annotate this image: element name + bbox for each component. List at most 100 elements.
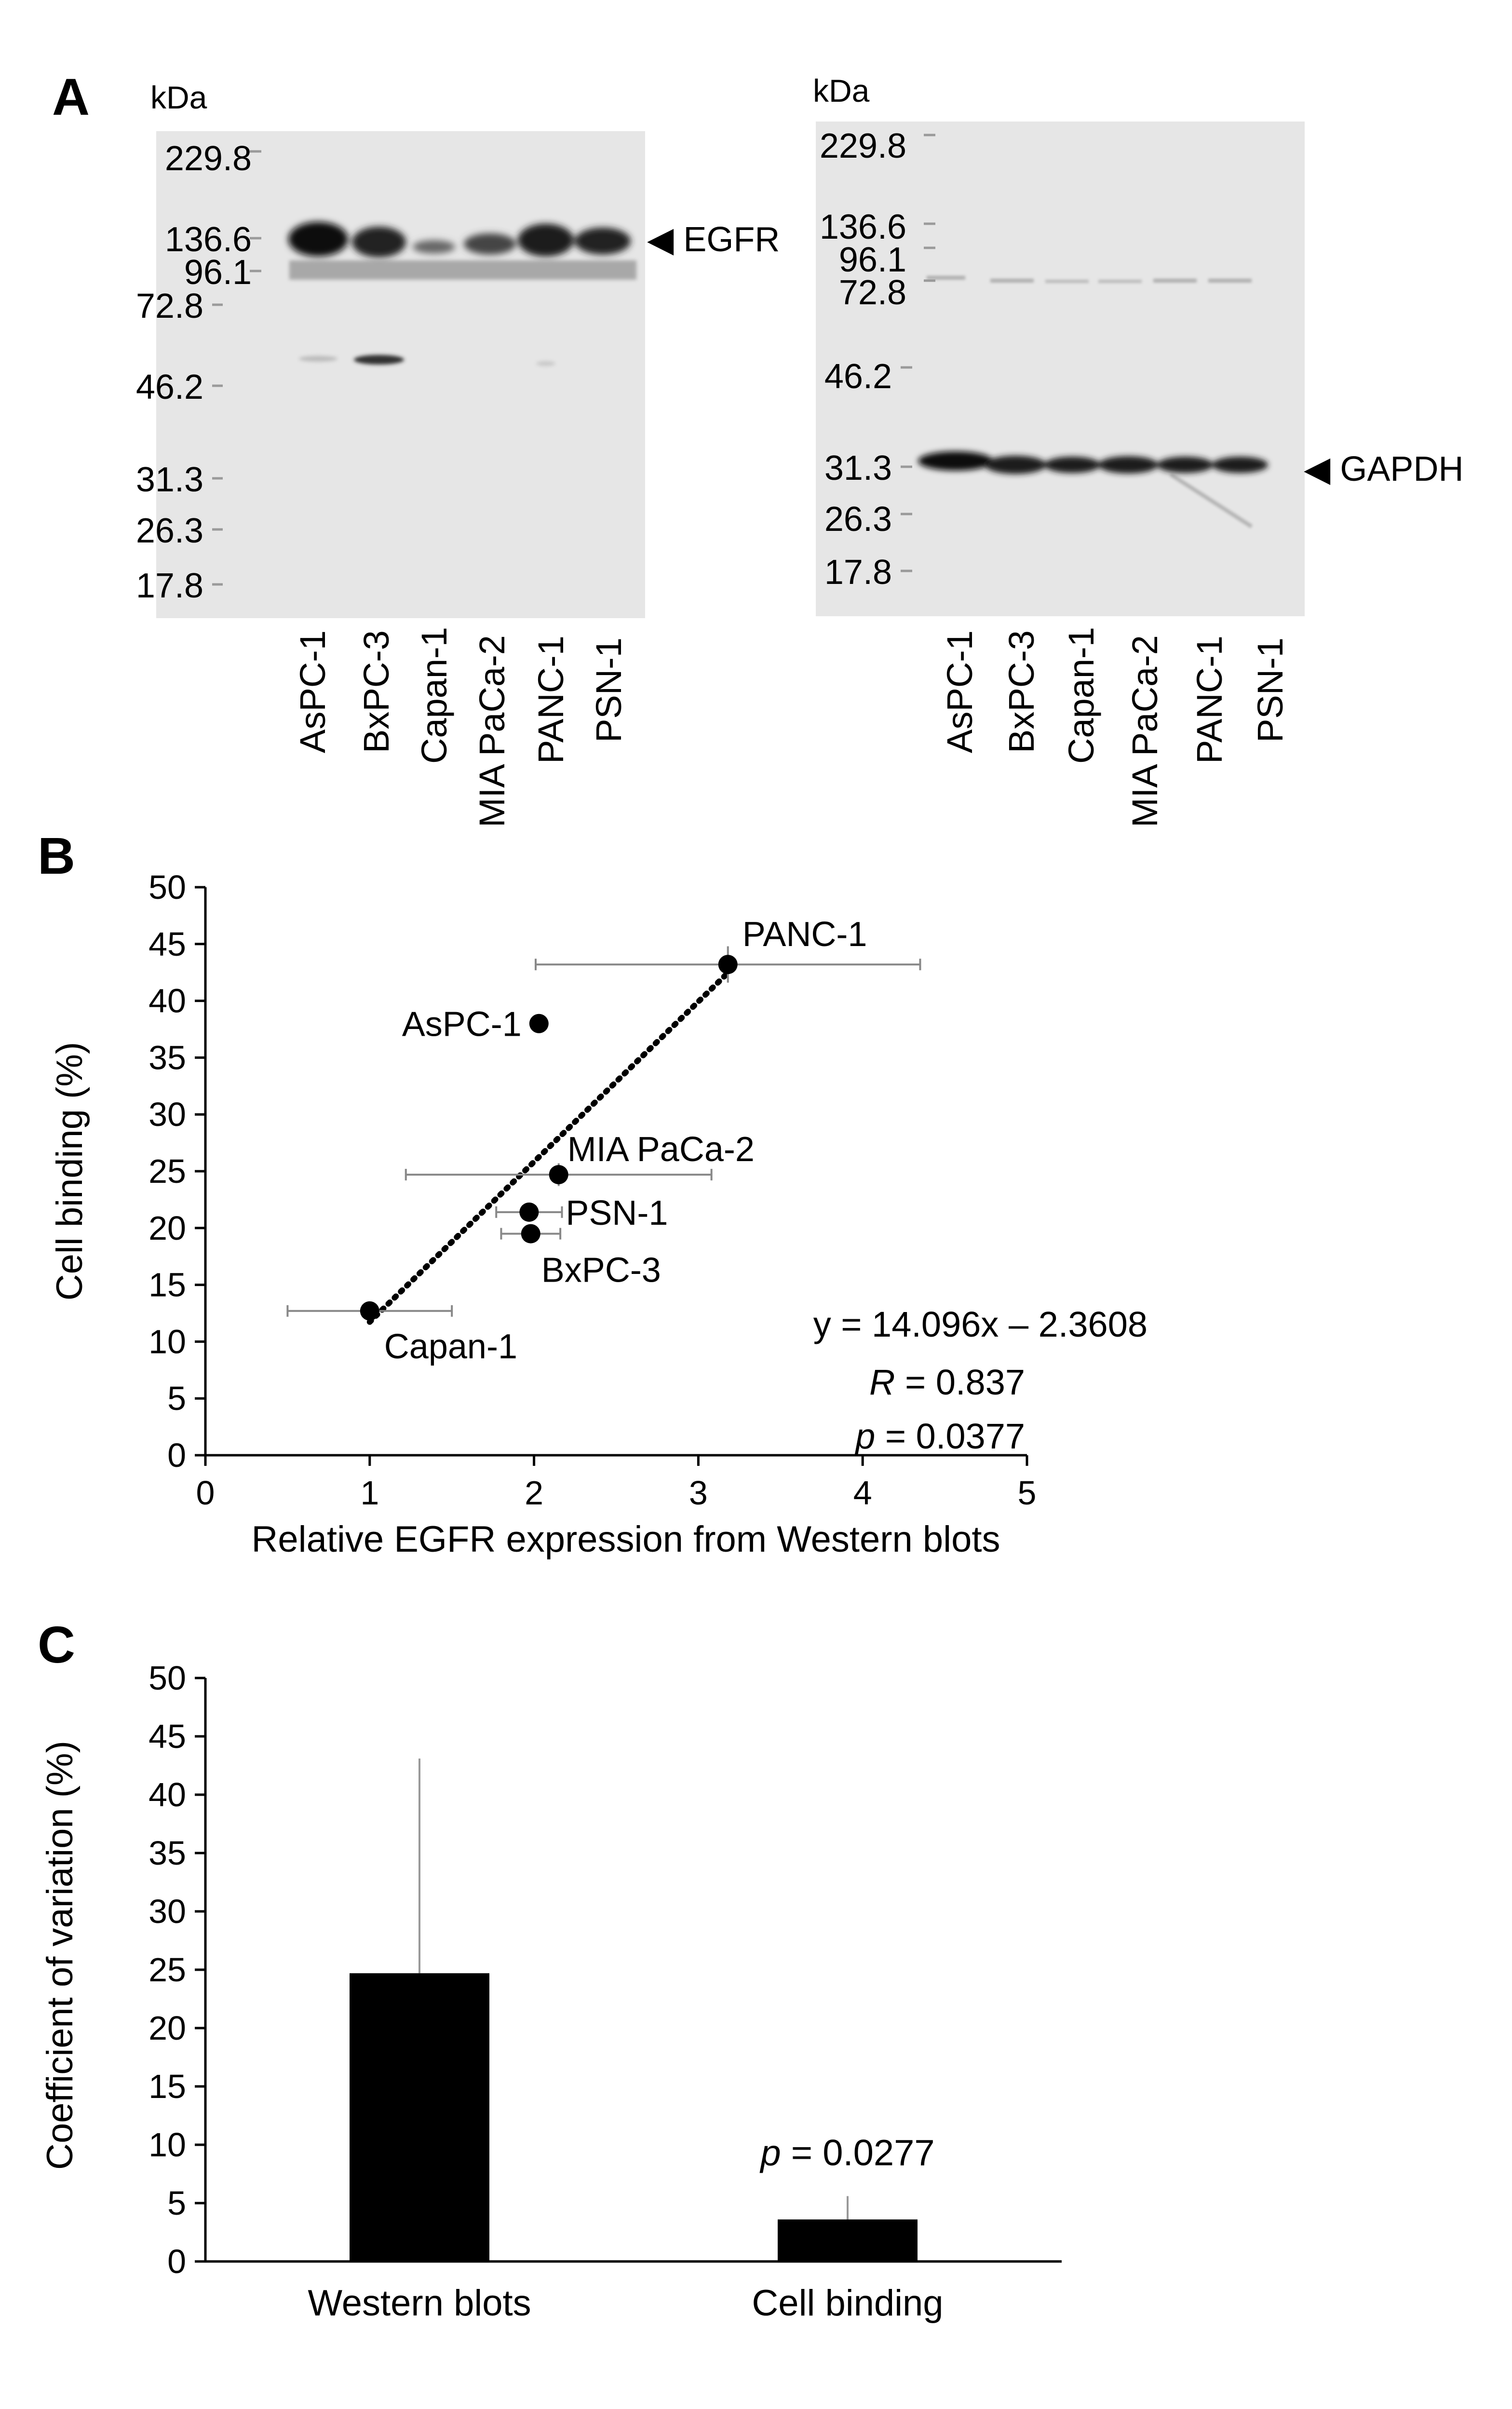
p-label-b: p	[854, 1416, 875, 1456]
gapdh-blot	[816, 122, 1305, 616]
egfr-band-lane-3	[413, 240, 455, 254]
bar-chart-c: 0 5 10 15 20 25 30 35 40 45 50 Coefficient of varia…	[40, 1659, 1062, 2324]
x-tick-label: 2	[525, 1474, 543, 1512]
y-tick-label: 40	[148, 982, 186, 1020]
bar-cell-binding	[778, 2219, 918, 2261]
right-marker-26-3: 26.3	[824, 500, 892, 539]
gapdh-band-lane-3	[1044, 457, 1100, 473]
egfr-band-label: ◀ EGFR	[647, 219, 780, 259]
gapdh-label-text: GAPDH	[1340, 450, 1464, 488]
right-lane-label-mia-paca-2: MIA PaCa-2	[1125, 635, 1165, 827]
left-marker-31-3: 31.3	[135, 460, 203, 499]
gapdh-band-lane-1	[918, 451, 993, 471]
right-marker-229-8: 229.8	[819, 127, 906, 165]
y-tick-label: 25	[148, 1152, 186, 1190]
y-axis-title: Coefficient of variation (%)	[40, 1741, 81, 2170]
left-marker-26-3: 26.3	[135, 512, 203, 550]
p-value-b: = 0.0377	[875, 1416, 1025, 1456]
panel-a-letter: A	[52, 68, 90, 126]
right-lane-label-aspc-1: AsPC-1	[940, 630, 980, 753]
right-marker-17-8: 17.8	[824, 553, 892, 592]
egfr-band-lane-5	[518, 224, 574, 257]
point-panc-1	[718, 955, 738, 974]
egfr-blot-bands	[212, 150, 636, 586]
point-label-aspc-1: AsPC-1	[402, 1005, 522, 1044]
gapdh-band-lane-5	[1157, 457, 1213, 473]
right-lane-label-capan-1: Capan-1	[1061, 627, 1101, 764]
r-value: = 0.837	[895, 1362, 1025, 1402]
egfr-band-lane-4	[464, 233, 516, 255]
right-marker-136-6: 136.6	[819, 208, 906, 246]
egfr-blot	[156, 131, 645, 618]
y-tick-label: 35	[148, 1039, 186, 1076]
egfr-label-text: EGFR	[683, 220, 780, 259]
right-marker-72-8: 72.8	[838, 273, 906, 312]
gapdh-blot-bands	[901, 134, 1268, 572]
y-tick-label: 0	[167, 1436, 186, 1474]
right-lane-label-panc-1: PANC-1	[1189, 636, 1229, 764]
point-label-bxpc-3: BxPC-3	[541, 1251, 661, 1290]
point-aspc-1	[529, 1014, 549, 1033]
y-tick-label: 15	[148, 2068, 186, 2105]
x-tick-label: 4	[853, 1474, 872, 1512]
y-tick-label: 50	[148, 868, 186, 906]
p-value-text-c: p = 0.0277	[759, 2132, 934, 2173]
r-value-text: R = 0.837	[869, 1362, 1025, 1402]
left-marker-136-6: 136.6	[164, 220, 252, 259]
point-label-capan-1: Capan-1	[384, 1327, 517, 1366]
right-marker-46-2: 46.2	[824, 357, 892, 396]
y-tick-label: 20	[148, 2009, 186, 2047]
left-lane-label-panc-1: PANC-1	[531, 636, 571, 764]
regression-equation: y = 14.096x – 2.3608	[813, 1304, 1148, 1344]
category-label-western-blots: Western blots	[308, 2283, 531, 2324]
x-tick-label: 1	[360, 1474, 379, 1512]
x-tick-label: 0	[196, 1474, 215, 1512]
left-marker-229-8: 229.8	[164, 139, 252, 178]
y-tick-label: 45	[148, 925, 186, 963]
y-tick-label: 30	[148, 1096, 186, 1133]
x-tick-label: 5	[1018, 1474, 1037, 1512]
right-blot-kda-label: kDa	[813, 73, 870, 108]
point-bxpc-3	[521, 1224, 540, 1244]
gapdh-band-lane-6	[1212, 457, 1268, 473]
left-lane-label-psn-1: PSN-1	[589, 637, 629, 743]
gapdh-band-lane-2	[985, 456, 1046, 474]
trendline	[366, 970, 731, 1325]
left-lane-label-capan-1: Capan-1	[414, 627, 454, 764]
y-tick-label: 40	[148, 1776, 186, 1814]
left-marker-96-1: 96.1	[184, 253, 252, 292]
y-tick-label: 5	[167, 2184, 186, 2222]
point-capan-1	[360, 1301, 379, 1321]
y-axis-title: Cell binding (%)	[49, 1042, 90, 1300]
y-tick-label: 45	[148, 1718, 186, 1755]
y-tick-label: 50	[148, 1659, 186, 1697]
x-axis-title: Relative EGFR expression from Western bl…	[252, 1519, 1000, 1560]
panel-b-letter: B	[38, 826, 75, 885]
left-lane-label-bxpc-3: BxPC-3	[356, 630, 396, 753]
panel-c-letter: C	[38, 1615, 75, 1674]
y-tick-label: 25	[148, 1951, 186, 1989]
left-lane-label-aspc-1: AsPC-1	[293, 630, 333, 753]
right-marker-96-1: 96.1	[838, 241, 906, 279]
y-tick-label: 15	[148, 1266, 186, 1304]
point-mia-paca-2	[549, 1165, 568, 1185]
gapdh-arrowhead: ◀	[1304, 450, 1331, 488]
category-label-cell-binding: Cell binding	[752, 2283, 943, 2324]
x-tick-label: 3	[689, 1474, 708, 1512]
egfr-arrowhead: ◀	[647, 220, 674, 259]
left-marker-72-8: 72.8	[135, 287, 203, 325]
right-lane-label-psn-1: PSN-1	[1250, 637, 1290, 743]
p-value-text-b: p = 0.0377	[854, 1416, 1025, 1456]
r-label: R	[869, 1362, 895, 1402]
y-tick-label: 0	[167, 2243, 186, 2280]
gapdh-band-label: ◀ GAPDH	[1304, 448, 1463, 489]
y-tick-label: 5	[167, 1380, 186, 1417]
y-tick-label: 10	[148, 2126, 186, 2164]
point-label-psn-1: PSN-1	[566, 1194, 668, 1232]
egfr-band-lane-6	[575, 228, 631, 255]
y-tick-label: 30	[148, 1893, 186, 1930]
right-lane-label-bxpc-3: BxPC-3	[1001, 630, 1041, 753]
y-tick-label: 10	[148, 1323, 186, 1360]
point-psn-1	[519, 1202, 539, 1222]
